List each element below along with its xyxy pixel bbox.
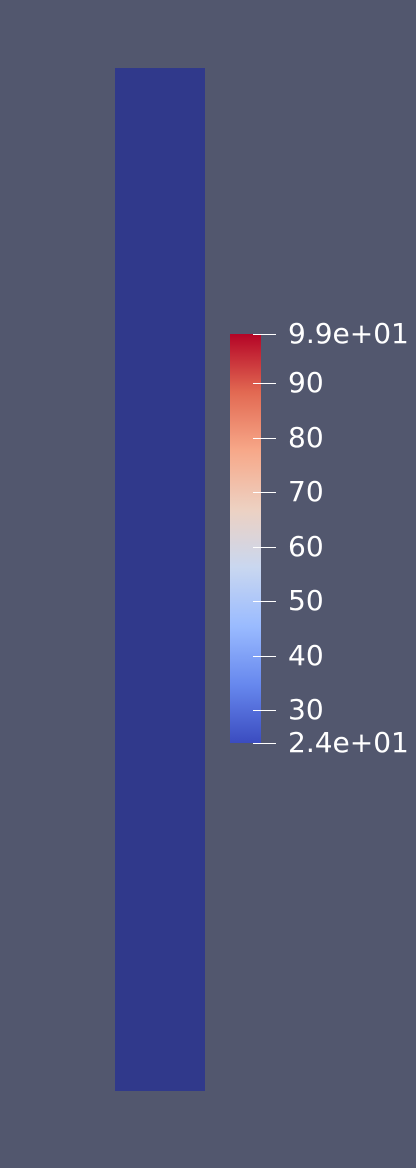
- color-legend-tick-label: 90: [288, 366, 324, 399]
- color-legend-tick: [253, 656, 276, 657]
- color-legend-tick: [253, 334, 276, 335]
- color-legend-tick: [253, 383, 276, 384]
- color-legend-tick-label: 60: [288, 530, 324, 563]
- color-legend-tick-label: 30: [288, 693, 324, 726]
- color-legend-tick-label: 70: [288, 475, 324, 508]
- color-legend-tick: [253, 547, 276, 548]
- color-legend-tick: [253, 492, 276, 493]
- mesh-surface[interactable]: [115, 68, 205, 1091]
- color-legend-tick: [253, 710, 276, 711]
- color-legend-tick: [253, 601, 276, 602]
- color-legend-tick-label: 40: [288, 639, 324, 672]
- color-legend-tick-label: 80: [288, 421, 324, 454]
- color-legend-tick-label: 2.4e+01: [288, 726, 409, 759]
- color-legend-tick: [253, 438, 276, 439]
- color-legend-tick-label: 9.9e+01: [288, 317, 409, 350]
- color-legend-tick: [253, 743, 276, 744]
- color-legend-tick-label: 50: [288, 584, 324, 617]
- color-legend-bar: [230, 334, 261, 743]
